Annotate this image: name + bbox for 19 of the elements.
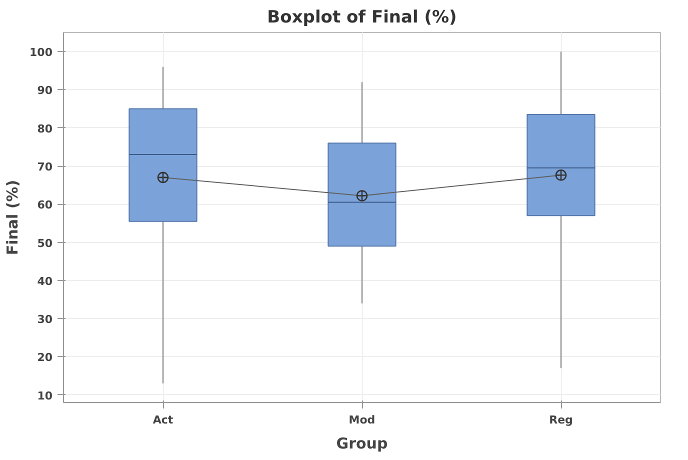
point bbox=[555, 170, 567, 181]
point bbox=[157, 172, 169, 184]
y-tick-label: 30 bbox=[37, 313, 53, 326]
y-tick-label: 90 bbox=[37, 84, 53, 98]
point bbox=[356, 190, 368, 202]
x-tick-label: Reg bbox=[549, 414, 573, 426]
y-tick-label: 40 bbox=[37, 274, 53, 288]
y-tick-label: 70 bbox=[37, 160, 53, 174]
y-axis-title: Final (%) bbox=[4, 180, 22, 256]
chart-title: Boxplot of Final (%) bbox=[267, 8, 457, 28]
y-tick-label: 80 bbox=[37, 122, 53, 136]
y-tick-label: 10 bbox=[37, 389, 53, 402]
x-tick-label: Mod bbox=[348, 414, 376, 426]
y-tick-label: 50 bbox=[37, 236, 53, 250]
y-tick-label: 60 bbox=[37, 198, 53, 212]
x-tick-label: Act bbox=[152, 414, 174, 426]
y-tick-label: 20 bbox=[37, 351, 53, 364]
x-axis-title: Group bbox=[336, 434, 388, 452]
y-tick-label: 100 bbox=[30, 46, 53, 60]
